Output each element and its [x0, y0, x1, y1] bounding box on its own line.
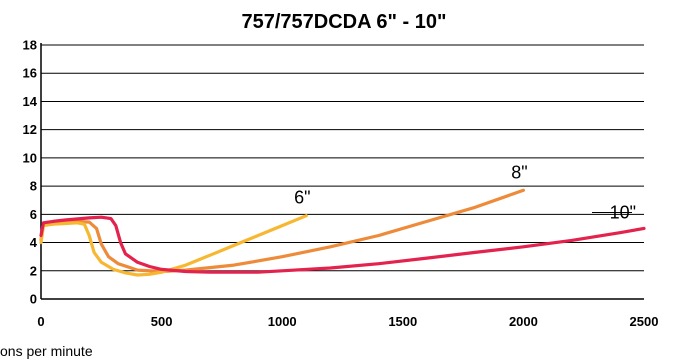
series-line: [39, 188, 526, 274]
y-tick-label: 10: [23, 150, 37, 165]
x-tick-label: 500: [151, 314, 173, 329]
series-line: [39, 215, 646, 274]
x-tick-label: 2000: [509, 314, 538, 329]
y-tick-label: 8: [30, 179, 37, 194]
series-line: [39, 214, 308, 277]
y-tick-label: 16: [23, 66, 37, 81]
series-labels: 6" 8" 10": [294, 162, 636, 222]
x-tick-label: 1500: [388, 314, 417, 329]
x-tick-label: 1000: [268, 314, 297, 329]
series-label: 6": [294, 188, 310, 208]
y-tick-label: 12: [23, 122, 37, 137]
grid-layer: [40, 43, 644, 300]
x-axis-label: ons per minute: [0, 343, 93, 359]
y-tick-label: 0: [30, 292, 37, 307]
series-label: 8": [511, 162, 527, 182]
chart-title: 757/757DCDA 6" - 10": [242, 11, 447, 33]
y-axis-ticks: 0 2 4 6 8 10 12 14 16 18: [23, 38, 38, 307]
x-tick-label: 2500: [630, 314, 659, 329]
y-tick-label: 18: [23, 38, 37, 53]
x-tick-label: 0: [37, 314, 44, 329]
y-tick-label: 14: [23, 94, 38, 109]
y-tick-label: 2: [30, 263, 37, 278]
series-label: 10": [610, 202, 636, 222]
series-layer: [39, 188, 646, 277]
y-tick-label: 6: [30, 207, 37, 222]
x-axis-ticks: 0 500 1000 1500 2000 2500: [37, 314, 658, 329]
y-tick-label: 4: [30, 235, 38, 250]
